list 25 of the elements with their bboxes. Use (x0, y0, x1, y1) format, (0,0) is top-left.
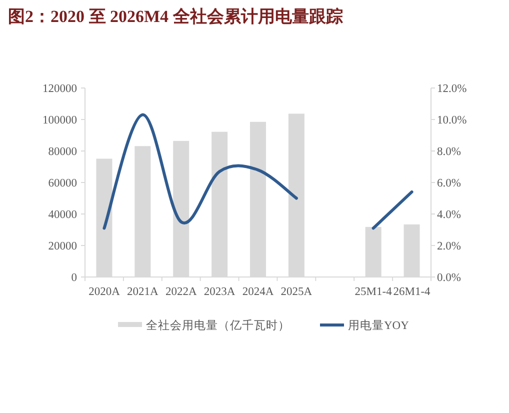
y2-tick-label: 12.0% (437, 83, 468, 95)
legend-label: 全社会用电量（亿千瓦时） (146, 318, 290, 332)
x-tick-label: 2021A (127, 286, 160, 298)
y-tick-label: 0 (71, 272, 78, 284)
y2-tick-label: 4.0% (437, 209, 462, 221)
x-tick-label: 2024A (242, 286, 274, 298)
y2-tick-label: 8.0% (437, 146, 462, 158)
y2-tick-label: 0.0% (437, 272, 462, 284)
x-tick-label: 2023A (204, 286, 236, 298)
x-tick-label: 2022A (165, 286, 198, 298)
y-tick-label: 40000 (48, 209, 78, 221)
y-tick-label: 20000 (48, 240, 78, 252)
y2-tick-label: 10.0% (437, 114, 468, 126)
legend-label: 用电量YOY (348, 319, 410, 332)
x-tick-label: 2020A (88, 286, 121, 298)
chart-title: 图2：2020 至 2026M4 全社会累计用电量跟踪 (8, 7, 343, 26)
y2-tick-label: 6.0% (437, 178, 462, 190)
x-tick-label: 25M1-4 (354, 286, 392, 298)
y2-tick-label: 2.0% (437, 240, 462, 252)
y-tick-label: 80000 (48, 146, 78, 158)
x-tick-label: 2025A (280, 286, 313, 298)
y-tick-label: 100000 (42, 114, 78, 126)
y-tick-label: 60000 (48, 178, 78, 190)
y-tick-label: 120000 (42, 83, 78, 95)
x-tick-label: 26M1-4 (393, 286, 431, 298)
